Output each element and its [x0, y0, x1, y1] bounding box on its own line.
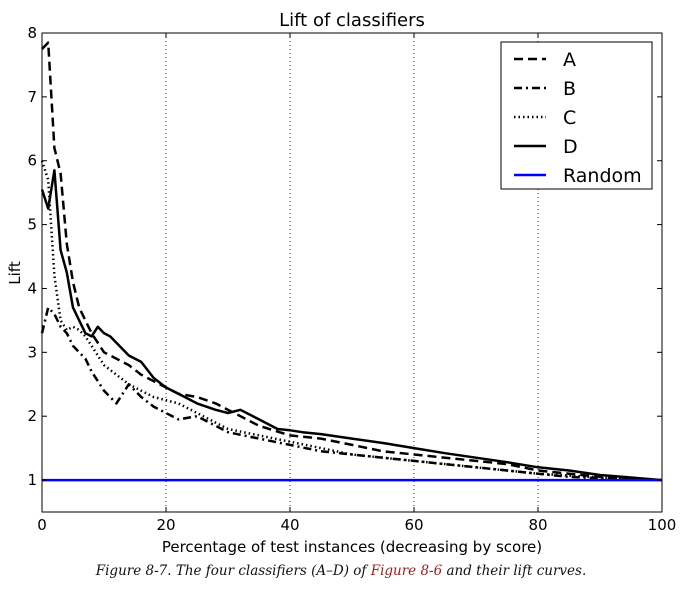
y-tick-label-2: 2 — [27, 407, 37, 425]
x-tick-label-20: 20 — [156, 516, 175, 534]
chart-title: Lift of classifiers — [279, 10, 425, 31]
y-tick-label-8: 8 — [27, 24, 37, 42]
y-tick-label-6: 6 — [27, 152, 37, 170]
caption-prefix: Figure 8-7. The four classifiers (A–D) o… — [95, 563, 371, 579]
series-line-c — [40, 160, 663, 482]
series-layer — [40, 41, 663, 482]
y-tick-label-3: 3 — [27, 343, 37, 361]
series-line-a — [41, 41, 663, 482]
x-tick-label-0: 0 — [37, 516, 47, 534]
y-axis-label: Lift — [6, 261, 24, 285]
series-line-b — [40, 306, 663, 482]
legend-label-b: B — [563, 78, 576, 100]
caption-suffix: and their lift curves. — [442, 563, 587, 579]
legend-label-random: Random — [563, 165, 642, 187]
x-tick-label-100: 100 — [648, 516, 677, 534]
caption-figure-link[interactable]: Figure 8-6 — [370, 563, 443, 579]
y-tick-label-7: 7 — [27, 88, 37, 106]
legend-label-c: C — [563, 107, 576, 129]
y-tick-label-5: 5 — [27, 216, 37, 234]
grid-lines — [165, 33, 539, 512]
legend-box — [500, 41, 653, 190]
lift-chart: Lift of classifiers 0 20 40 60 80 100 1 2 3 4 5 6 7 8… — [6, 10, 676, 556]
x-tick-label-60: 60 — [404, 516, 423, 534]
legend-label-a: A — [563, 49, 576, 71]
axis-ticks: 0 20 40 60 80 100 1 2 3 4 5 6 7 8 — [27, 24, 676, 534]
x-tick-label-40: 40 — [280, 516, 299, 534]
x-tick-label-80: 80 — [528, 516, 547, 534]
y-tick-label-4: 4 — [27, 279, 37, 297]
plot-frame — [41, 32, 663, 513]
x-axis-label: Percentage of test instances (decreasing… — [162, 538, 542, 556]
series-line-d — [40, 169, 663, 482]
legend-label-d: D — [563, 136, 578, 158]
y-tick-label-1: 1 — [27, 471, 37, 489]
figure-caption: Figure 8-7. The four classifiers (A–D) o… — [0, 563, 682, 579]
